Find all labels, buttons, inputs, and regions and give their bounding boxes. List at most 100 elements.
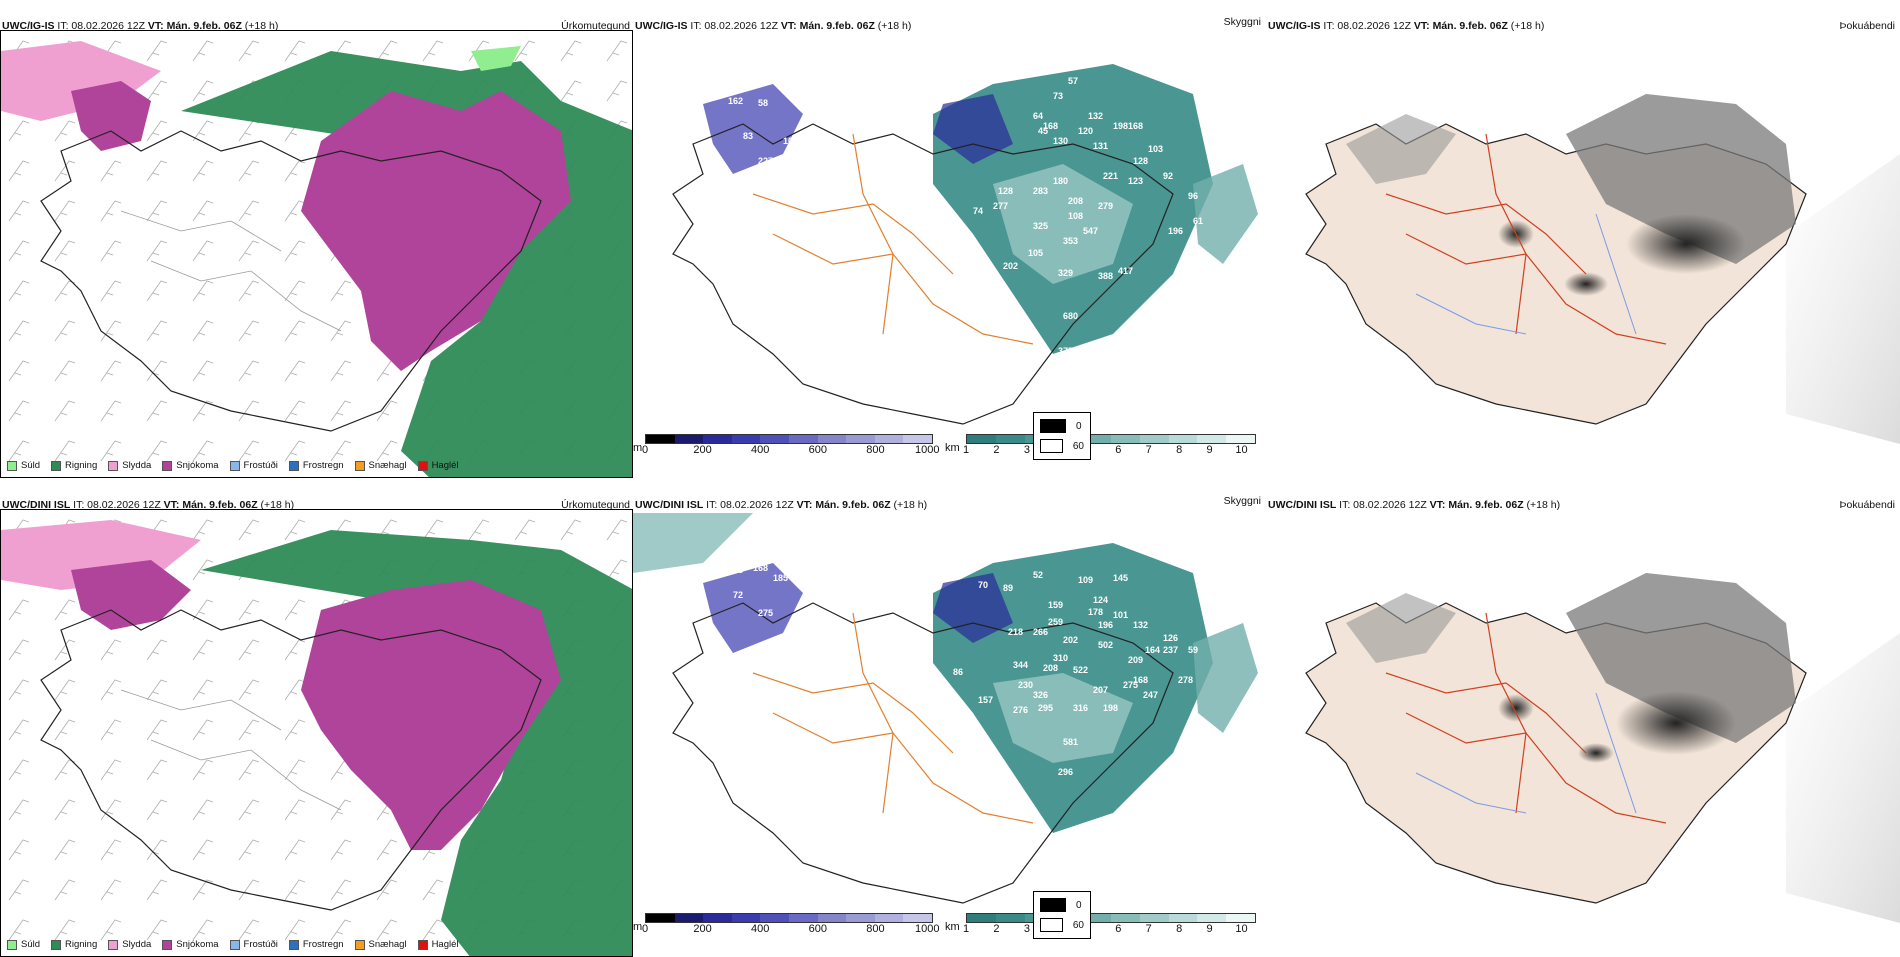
svg-text:198: 198 [1103,703,1118,713]
svg-text:73: 73 [1053,91,1063,101]
svg-text:388: 388 [1098,271,1113,281]
svg-text:159: 159 [1048,600,1063,610]
svg-text:123: 123 [1128,176,1143,186]
legend-item-frostregn: Frostregn [288,939,344,950]
row1-visibility-title: UWC/IG-IS IT: 08.02.2026 12Z VT: Mán. 9.… [635,20,912,32]
row1-km-unit: km [945,442,960,454]
row2-fog-map [1266,513,1900,923]
row1-fog-label: Þokuábendi [1839,20,1895,32]
svg-text:208: 208 [1043,663,1058,673]
svg-text:522: 522 [1073,665,1088,675]
svg-text:148: 148 [728,565,743,575]
svg-text:202: 202 [1063,635,1078,645]
legend-item-slydda: Slydda [108,939,151,950]
row2-height-colorbar: 0 200 400 600 800 1000 [642,913,939,937]
svg-text:168: 168 [1043,121,1058,131]
svg-text:164: 164 [1145,645,1160,655]
svg-text:208: 208 [1068,196,1083,206]
row2-height-unit: m [633,921,643,933]
precip-map-svg [1,31,632,477]
legend-item-rigning: Rigning [51,460,97,471]
svg-text:581: 581 [1063,737,1078,747]
legend-item-slydda: Slydda [108,460,151,471]
row1-fog-title: UWC/IG-IS IT: 08.02.2026 12Z VT: Mán. 9.… [1268,20,1545,32]
svg-text:67: 67 [793,196,803,206]
precip-map-svg [1,510,632,956]
row2-visibility-panel: UWC/DINI ISL IT: 08.02.2026 12Z VT: Mán.… [633,493,1266,943]
row1-visibility-labels: 162 58 83 104 227 107 67 111 76 97 111 5… [728,76,1203,356]
svg-text:104: 104 [783,136,798,146]
svg-text:207: 207 [1093,685,1108,695]
svg-text:168: 168 [1128,121,1143,131]
svg-text:344: 344 [1013,660,1028,670]
svg-text:316: 316 [1073,703,1088,713]
svg-text:296: 296 [1058,767,1073,777]
legend-item-snaehagl: Snæhagl [354,460,407,471]
row2-precip-label: Úrkomutegund [561,499,630,511]
svg-text:64: 64 [1033,111,1043,121]
svg-text:83: 83 [743,131,753,141]
legend-item-rigning: Rigning [51,939,97,950]
row2-visibility-label: Skyggni [1223,495,1261,507]
svg-text:86: 86 [953,667,963,677]
svg-text:266: 266 [1033,627,1048,637]
row1-visibility-panel: UWC/IG-IS IT: 08.02.2026 12Z VT: Mán. 9.… [633,14,1266,464]
svg-text:326: 326 [1033,690,1048,700]
svg-text:218: 218 [1008,627,1023,637]
svg-text:237: 237 [1163,645,1178,655]
svg-text:502: 502 [1098,640,1113,650]
svg-text:124: 124 [1093,595,1108,605]
svg-text:295: 295 [1038,703,1053,713]
svg-text:310: 310 [1053,653,1068,663]
svg-text:45: 45 [1038,126,1048,136]
row1-fog-map [1266,34,1900,444]
legend-item-frostudi: Frostúði [229,460,278,471]
svg-text:547: 547 [1083,226,1098,236]
legend-item-snjokoma: Snjókoma [162,939,219,950]
row2-visibility-title: UWC/DINI ISL IT: 08.02.2026 12Z VT: Mán.… [635,499,928,511]
legend-item-frostregn: Frostregn [288,460,344,471]
row1-km-colorbar: 1 2 3 4 5 6 7 8 9 10 [963,434,1256,458]
svg-text:221: 221 [1103,171,1118,181]
svg-text:105: 105 [1028,248,1043,258]
row2-visibility-labels: 148 168 185 72 275 70 89 52 109 145 124 … [693,563,1198,777]
row1-fog-legend: 0 60 [1033,412,1091,460]
svg-text:92: 92 [1163,171,1173,181]
svg-text:178: 178 [1088,607,1103,617]
row2-precip-legend: Súld Rigning Slydda Snjókoma Frostúði Fr… [7,939,459,950]
svg-text:417: 417 [1118,266,1133,276]
svg-text:198: 198 [1113,121,1128,131]
svg-text:107: 107 [783,171,798,181]
svg-text:72: 72 [733,590,743,600]
svg-text:130: 130 [1053,136,1068,146]
svg-text:96: 96 [1188,191,1198,201]
svg-text:131: 131 [1093,141,1108,151]
row2-precip-map: Súld Rigning Slydda Snjókoma Frostúði Fr… [0,509,633,957]
svg-text:196: 196 [1098,620,1113,630]
svg-text:353: 353 [1063,236,1078,246]
svg-text:276: 276 [1013,705,1028,715]
row1-precip-map: Súld Rigning Slydda Snjókoma Frostúði Fr… [0,30,633,478]
row2-precip-panel: UWC/DINI ISL IT: 08.02.2026 12Z VT: Mán.… [0,493,633,957]
legend-item-frostudi: Frostúði [229,939,278,950]
row1-precip-panel: UWC/IG-IS IT: 08.02.2026 12Z VT: Mán. 9.… [0,14,633,478]
row2-km-unit: km [945,921,960,933]
svg-text:277: 277 [993,201,1008,211]
svg-text:89: 89 [1003,583,1013,593]
row1-visibility-label: Skyggni [1223,16,1261,28]
legend-item-snaehagl: Snæhagl [354,939,407,950]
svg-text:70: 70 [978,580,988,590]
svg-text:329: 329 [1058,268,1073,278]
svg-text:97: 97 [873,266,883,276]
svg-text:126: 126 [1163,633,1178,643]
svg-text:680: 680 [1063,311,1078,321]
row2-fog-label: Þokuábendi [1839,499,1895,511]
row1-fog-panel: UWC/IG-IS IT: 08.02.2026 12Z VT: Mán. 9.… [1033,14,1900,464]
svg-text:283: 283 [1033,186,1048,196]
legend-item-sudl: Súld [7,939,40,950]
svg-text:185: 185 [773,573,788,583]
row1-precip-legend: Súld Rigning Slydda Snjókoma Frostúði Fr… [7,460,459,471]
svg-text:375: 375 [1058,346,1073,356]
legend-item-hagl: Haglél [417,939,459,950]
svg-text:57: 57 [1068,76,1078,86]
